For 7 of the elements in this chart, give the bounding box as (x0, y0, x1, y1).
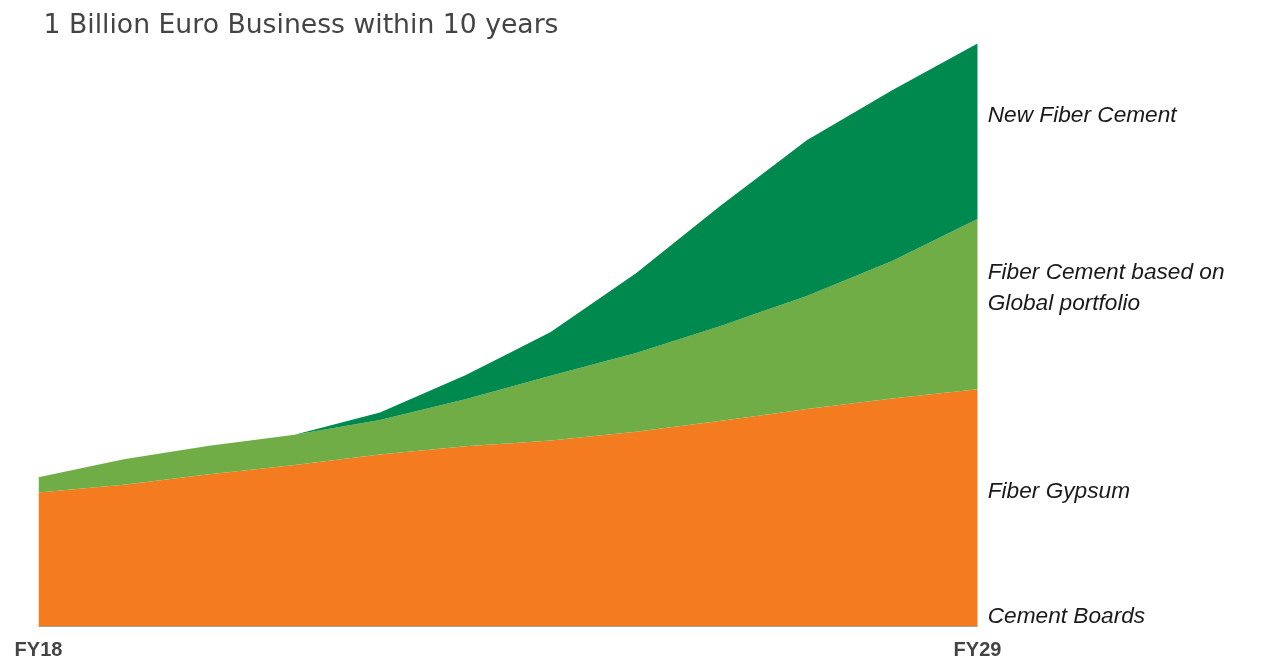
x-tick-label: FY18 (14, 637, 63, 660)
series-label: Fiber Gypsum (987, 477, 1131, 504)
text: Cement Boards (987, 601, 1146, 628)
x-tick-label: FY29 (953, 637, 1002, 660)
series-label: New Fiber Cement (987, 100, 1179, 127)
chart-title: 1 Billion Euro Business within 10 years (43, 7, 559, 39)
series-label: Fiber Cement based on Global portfolio (987, 258, 1225, 316)
